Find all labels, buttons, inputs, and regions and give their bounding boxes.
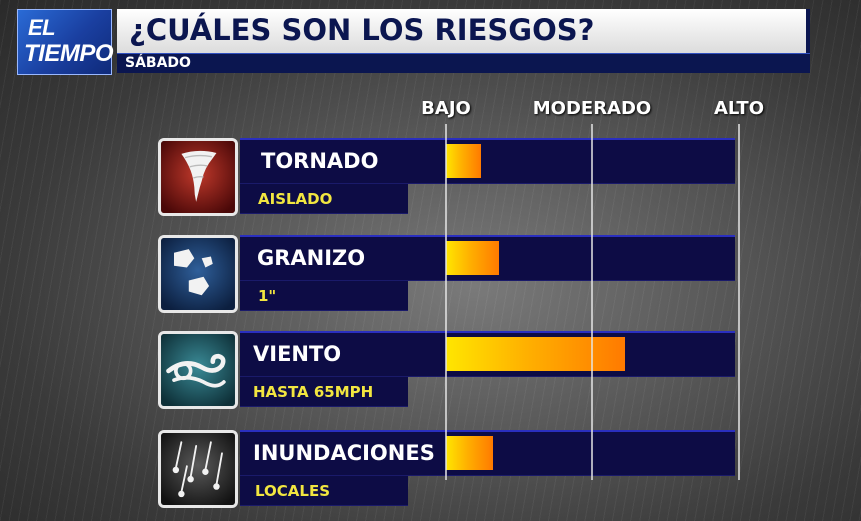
risk-detail: LOCALES [255, 482, 330, 500]
risk-name: INUNDACIONES [253, 441, 435, 465]
el-tiempo-logo: EL TIEMPO [17, 9, 114, 75]
risk-detail-bar: LOCALES [240, 476, 408, 506]
risk-detail-bar: AISLADO [240, 184, 408, 214]
logo-line-1: EL [28, 15, 56, 40]
risk-row-tornado: TORNADO AISLADO [0, 138, 861, 228]
scale-label-moderate: MODERADO [532, 98, 652, 119]
gridline-high [738, 124, 740, 480]
risk-name: VIENTO [253, 342, 342, 366]
wind-icon [158, 331, 238, 409]
risk-detail: 1" [258, 287, 277, 305]
scale-label-high: ALTO [713, 98, 765, 119]
risk-row-viento: VIENTO HASTA 65MPH [0, 331, 861, 421]
risk-level-bar [446, 241, 499, 275]
day-subtitle: SÁBADO [125, 55, 191, 71]
risk-row-inundaciones: INUNDACIONES LOCALES [0, 430, 861, 520]
title-bar: ¿CUÁLES SON LOS RIESGOS? [117, 9, 810, 53]
risk-name: TORNADO [261, 149, 379, 173]
risk-detail-bar: HASTA 65MPH [240, 377, 408, 407]
gridline-moderate [591, 124, 593, 480]
logo-line-2: TIEMPO [24, 40, 114, 67]
hail-icon [158, 235, 238, 313]
risk-name: GRANIZO [257, 246, 366, 270]
tornado-icon [158, 138, 238, 216]
subtitle-bar: SÁBADO [117, 53, 810, 73]
risk-detail: HASTA 65MPH [253, 383, 374, 401]
risk-level-bar [446, 337, 625, 371]
risk-detail: AISLADO [258, 190, 333, 208]
page-title: ¿CUÁLES SON LOS RIESGOS? [129, 13, 595, 47]
rain-icon [158, 430, 238, 508]
risk-detail-bar: 1" [240, 281, 408, 311]
risk-name-bar: TORNADO [240, 138, 735, 184]
scale-label-low: BAJO [421, 98, 471, 119]
risk-level-bar [446, 144, 481, 178]
risk-row-granizo: GRANIZO 1" [0, 235, 861, 325]
gridline-low [445, 124, 447, 480]
risk-level-bar [446, 436, 493, 470]
